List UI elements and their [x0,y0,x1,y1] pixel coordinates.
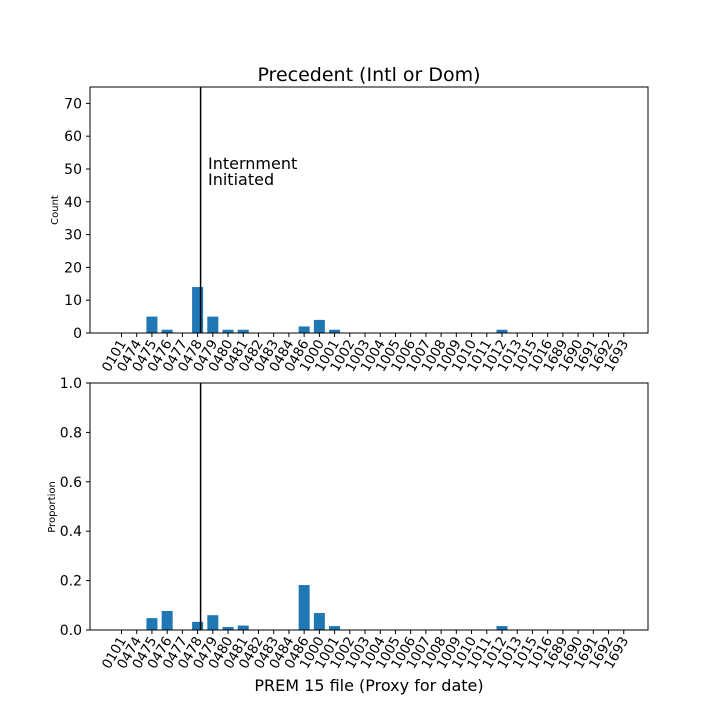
y-tick-label: 10 [64,293,82,309]
y-tick-label: 20 [64,260,82,276]
x-axis-label: PREM 15 file (Proxy for date) [254,676,483,695]
y-tick-label: 30 [64,228,82,244]
bar-0476 [161,610,173,630]
plot-frame-count [89,86,649,334]
y-tick-label: 50 [64,162,82,178]
bar-0479 [207,615,219,630]
bar-0480 [222,329,234,333]
bar-0476 [161,329,173,333]
proportion-subplot: Proportion 0.0 0.2 0.4 0.6 0.8 1.0 0101047404… [47,376,649,695]
y-ticks-proportion: 0.0 0.2 0.4 0.6 0.8 1.0 [60,376,90,639]
bar-1012 [496,329,508,333]
bar-0478 [192,621,204,630]
bar-1001 [329,626,341,630]
bar-1000 [313,612,325,630]
bar-0486 [298,326,310,333]
y-tick-label: 0.6 [60,475,82,491]
bar-0479 [207,316,219,333]
count-subplot: Precedent (Intl or Dom) Count 0 10 20 30 40 5… [50,64,649,375]
bar-0475 [146,316,158,333]
x-ticks-count: 0101047404750476047704780479048004810482… [99,333,632,375]
bar-0475 [146,618,158,630]
y-tick-label: 60 [64,129,82,145]
bar-1012 [496,626,508,630]
bars-count [146,287,508,333]
y-tick-label: 0.8 [60,425,82,441]
plot-frame-proportion [89,382,649,631]
y-tick-label: 40 [64,195,82,211]
bar-0481 [237,329,249,333]
y-tick-label: 0.4 [60,524,82,540]
bar-0478 [192,287,204,333]
y-ticks-count: 0 10 20 30 40 50 60 70 [64,96,90,342]
bar-1000 [313,319,325,333]
x-ticks-proportion: 0101047404750476047704780479048004810482… [99,630,632,672]
chart-title: Precedent (Intl or Dom) [257,64,480,86]
annotation-line-1: Internment [208,154,297,173]
y-tick-label: 0.0 [60,623,82,639]
bar-0481 [237,625,249,630]
y-tick-label: 0 [73,326,82,342]
bars-proportion [146,585,508,630]
bar-0486 [298,585,310,630]
y-tick-label: 1.0 [60,376,82,392]
bar-1001 [329,329,341,333]
y-tick-label: 70 [64,96,82,112]
y-tick-label: 0.2 [60,574,82,590]
y-axis-label-count: Count [50,195,61,225]
annotation-line-2: Initiated [208,170,274,189]
bar-0480 [222,627,234,630]
y-axis-label-proportion: Proportion [47,481,58,533]
